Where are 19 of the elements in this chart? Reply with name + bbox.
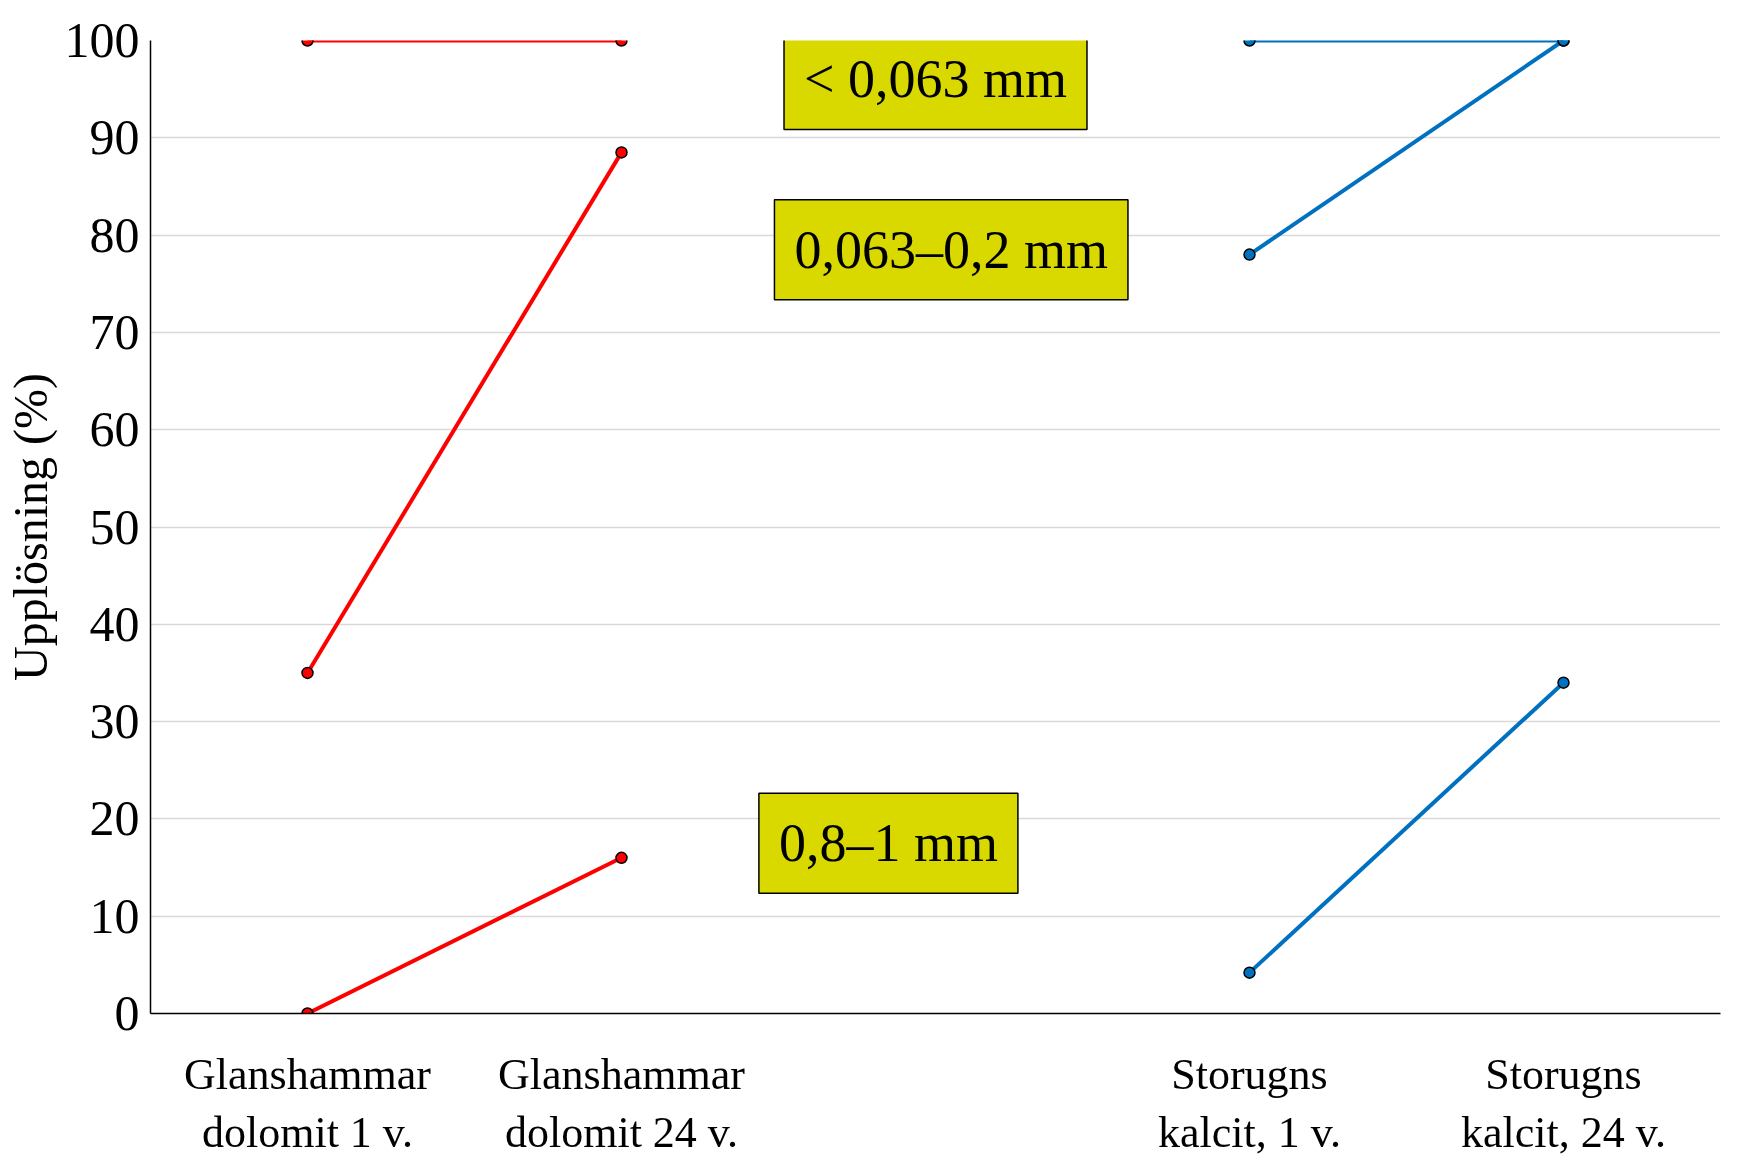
x-tick-label: Glanshammar dolomit 24 v. xyxy=(498,1049,746,1158)
y-tick-label: 80 xyxy=(89,206,140,263)
y-tick-label: 10 xyxy=(89,887,140,944)
y-tick-label: 90 xyxy=(89,109,140,166)
annotation: 0,8–1 mm xyxy=(778,813,998,874)
x-tick-label: Glanshammar dolomit 1 v. xyxy=(184,1049,432,1158)
annotation: 0,063–0,2 mm xyxy=(794,219,1108,280)
y-tick-label: 60 xyxy=(89,401,140,458)
y-tick-label: 30 xyxy=(89,693,140,750)
annotation: < 0,063 mm xyxy=(804,49,1067,110)
y-tick-label: 50 xyxy=(89,498,140,555)
y-tick-label: 40 xyxy=(89,595,140,652)
y-tick-label: 20 xyxy=(89,790,140,847)
y-axis-title: Upplösning (%) xyxy=(3,373,58,681)
x-tick-label: Storugns kalcit, 24 v. xyxy=(1461,1049,1666,1158)
x-tick-label: Storugns kalcit, 1 v. xyxy=(1158,1049,1341,1158)
y-tick-label: 70 xyxy=(89,303,140,360)
y-tick-label: 100 xyxy=(64,12,140,68)
y-tick-label: 0 xyxy=(114,985,140,1041)
